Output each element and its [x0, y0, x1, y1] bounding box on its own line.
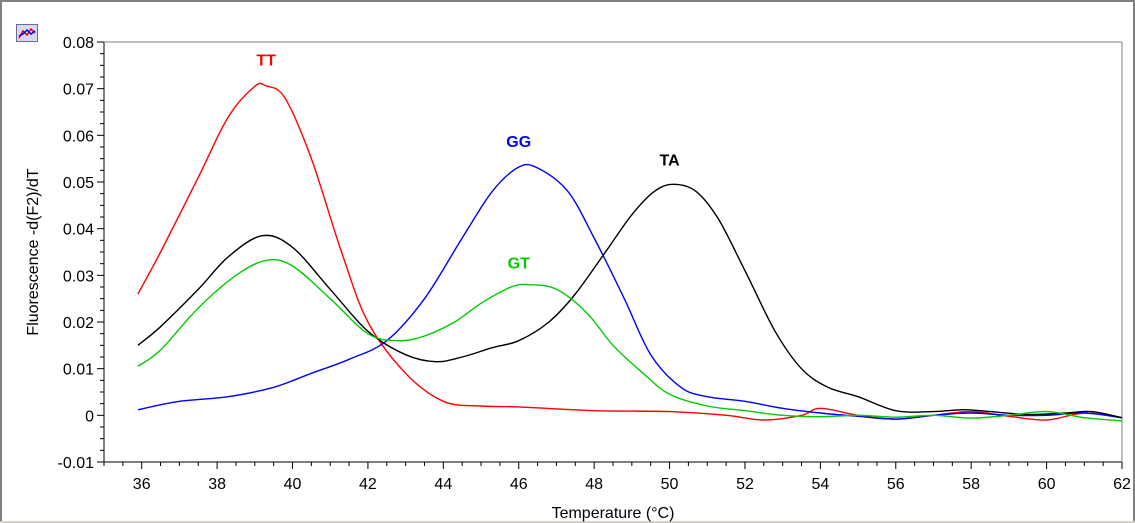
series-line-ta: [137, 183, 1123, 419]
y-tick-label: 0.07: [63, 82, 94, 99]
x-tick-label: 56: [887, 476, 905, 493]
x-tick-label: 46: [510, 476, 528, 493]
y-tick-label: 0: [85, 408, 94, 425]
y-tick-label: 0.02: [63, 315, 94, 332]
x-axis-ticks: 36 38 40 42 44 46 48 50 52 54 56 58 60 62: [103, 462, 1131, 493]
x-tick-label: 38: [208, 476, 226, 493]
x-tick-label: 40: [284, 476, 302, 493]
series-label-ta: TA: [659, 153, 680, 170]
series-label-gg: GG: [506, 134, 531, 151]
series-line-gt: [137, 259, 1123, 422]
chart-options-icon-glyph: [18, 27, 36, 39]
y-axis-title: Fluorescence -d(F2)/dT: [25, 168, 42, 335]
x-tick-label: 52: [736, 476, 754, 493]
x-tick-label: 62: [1113, 476, 1131, 493]
x-tick-label: 44: [434, 476, 452, 493]
x-tick-label: 36: [133, 476, 151, 493]
series-labels: TT GG TA GT: [256, 52, 680, 272]
series-label-gt: GT: [508, 255, 530, 272]
y-tick-label: 0.03: [63, 268, 94, 285]
x-axis-title: Temperature (°C): [552, 505, 675, 522]
series-label-tt: TT: [256, 52, 276, 69]
x-tick-label: 60: [1038, 476, 1056, 493]
y-tick-label: 0.01: [63, 362, 94, 379]
series-line-gg: [137, 163, 1123, 420]
y-axis-ticks: -0.01 0 0.01 0.02 0.03 0.04 0.05 0.06 0.07 0.08: [58, 35, 104, 472]
chart-options-icon[interactable]: [16, 24, 38, 42]
y-tick-label: 0.06: [63, 128, 94, 145]
x-tick-label: 54: [811, 476, 829, 493]
x-tick-label: 48: [585, 476, 603, 493]
y-tick-label: -0.01: [58, 455, 95, 472]
x-tick-label: 58: [962, 476, 980, 493]
y-tick-label: 0.05: [63, 175, 94, 192]
y-tick-label: 0.04: [63, 222, 94, 239]
x-tick-label: 50: [661, 476, 679, 493]
series-lines: [137, 82, 1123, 422]
y-tick-label: 0.08: [63, 35, 94, 52]
x-tick-label: 42: [359, 476, 377, 493]
plot-area: [104, 42, 1122, 462]
